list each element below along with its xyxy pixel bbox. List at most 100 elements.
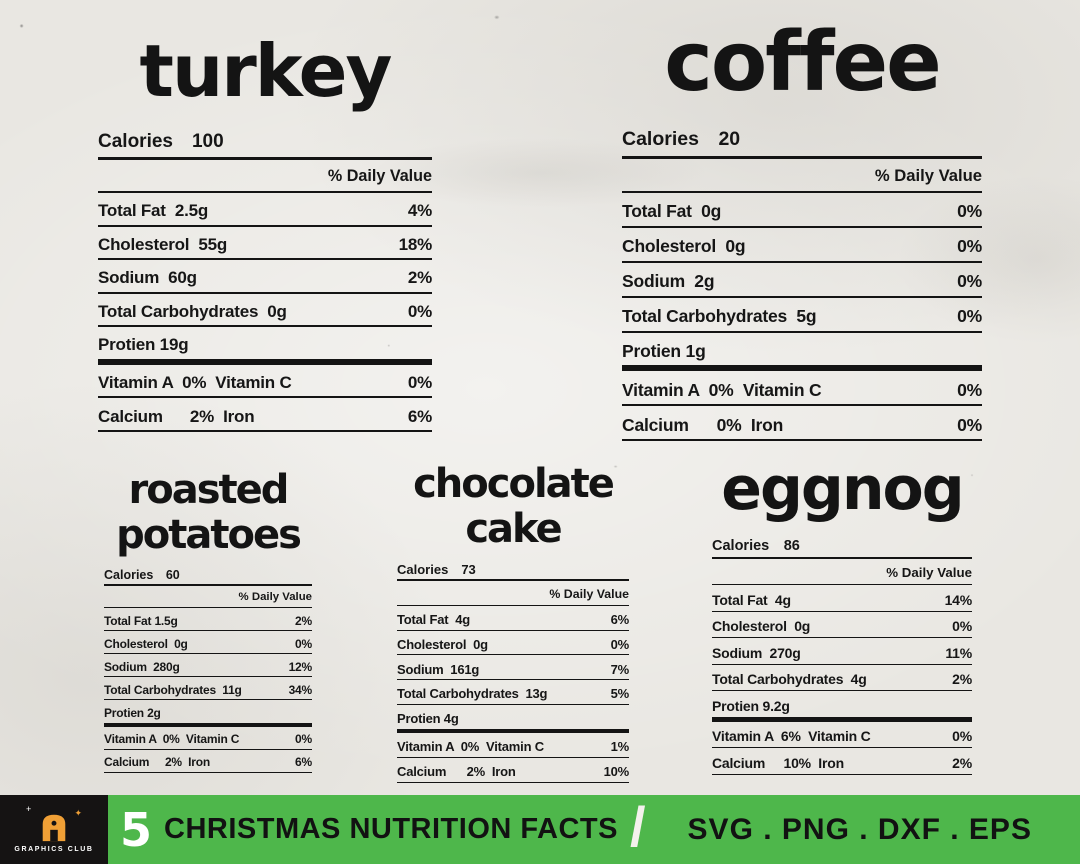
- divider-slash: /: [629, 795, 646, 859]
- nutrient-value: 4%: [407, 201, 432, 221]
- daily-value-header: % Daily Value: [712, 559, 972, 586]
- nutrient-name: Vitamin A 0% Vitamin C: [104, 732, 240, 747]
- nutrient-name: Sodium 280g: [104, 659, 180, 674]
- nutrient-value: 0%: [957, 379, 982, 400]
- nutrient-value: 0%: [295, 732, 312, 747]
- calories-value: 100: [191, 130, 224, 152]
- calories-row: Calories 60: [104, 568, 312, 587]
- file-formats: SVG . PNG . DXF . EPS: [687, 812, 1032, 846]
- nutrition-label: coffee Calories 20 % Daily Value Total F…: [622, 15, 982, 442]
- vitamin-row: Vitamin A 0% Vitamin C 0%: [104, 727, 312, 750]
- nutrient-name: Cholesterol 0g: [622, 236, 746, 257]
- nutrient-name: Calcium 0% Iron: [622, 414, 784, 435]
- nutrient-name: Protien 2g: [104, 706, 161, 721]
- nutrient-row: Total Fat 4g 14%: [712, 585, 972, 612]
- food-title: roasted potatoes: [116, 467, 302, 558]
- calories-label: Calories: [98, 130, 173, 152]
- mineral-row: Calcium 0% Iron 0%: [622, 406, 982, 442]
- nutrient-name: Total Carbohydrates 13g: [397, 686, 548, 702]
- graphics-club-logo: + ✦ GRAPHICS CLUB: [0, 795, 108, 864]
- count-number: 5: [120, 802, 153, 857]
- nutrient-name: Calcium 2% Iron: [98, 406, 255, 426]
- sparkle-icon: +: [26, 803, 32, 814]
- calories-row: Calories 100: [98, 131, 432, 160]
- protein-row: Protien 2g: [104, 700, 312, 727]
- nutrient-name: Vitamin A 6% Vitamin C: [712, 728, 871, 745]
- nutrient-name: Sodium 161g: [397, 661, 480, 677]
- nutrient-row: Sodium 270g 11%: [712, 638, 972, 665]
- nutrient-name: Protien 9.2g: [712, 697, 790, 714]
- nutrient-value: 2%: [407, 268, 432, 288]
- nutrient-row: Total Carbohydrates 0g 0%: [98, 294, 432, 328]
- protein-row: Protien 9.2g: [712, 691, 972, 722]
- nutrient-value: 1%: [610, 739, 630, 755]
- food-title: turkey: [139, 29, 393, 113]
- nutrient-value: 0%: [957, 236, 982, 257]
- nutrient-value: 6%: [407, 406, 432, 426]
- nutrition-label: turkey Calories 100 % Daily Value Total …: [98, 30, 432, 432]
- nutrient-row: Sodium 161g 7%: [397, 655, 629, 681]
- nutrient-name: Vitamin A 0% Vitamin C: [397, 739, 544, 755]
- logo-text: GRAPHICS CLUB: [14, 845, 94, 853]
- nutrient-value: 14%: [944, 591, 973, 608]
- daily-value-header: % Daily Value: [622, 159, 982, 194]
- nutrient-row: Cholesterol 0g 0%: [622, 228, 982, 263]
- vitamin-row: Vitamin A 0% Vitamin C 0%: [98, 365, 432, 399]
- nutrient-row: Sodium 60g 2%: [98, 260, 432, 294]
- calories-label: Calories: [104, 567, 154, 582]
- nutrient-value: 0%: [610, 636, 630, 652]
- nutrient-value: 2%: [295, 613, 312, 628]
- calories-row: Calories 86: [712, 538, 972, 560]
- daily-value-header: % Daily Value: [98, 160, 432, 194]
- nutrient-value: 6%: [295, 755, 312, 770]
- nutrient-name: Cholesterol 55g: [98, 234, 228, 254]
- nutrient-name: Total Carbohydrates 4g: [712, 671, 867, 688]
- protein-row: Protien 19g: [98, 327, 432, 365]
- nutrient-name: Calcium 10% Iron: [712, 754, 844, 771]
- calories-row: Calories 20: [622, 128, 982, 159]
- nutrient-name: Calcium 2% Iron: [397, 763, 516, 779]
- nutrient-name: Sodium 270g: [712, 644, 801, 661]
- calories-label: Calories: [712, 538, 770, 554]
- calories-value: 60: [165, 567, 180, 582]
- protein-row: Protien 1g: [622, 333, 982, 372]
- nutrient-row: Total Fat 1.5g 2%: [104, 608, 312, 632]
- nutrition-label: chocolate cake Calories 73 % Daily Value…: [397, 462, 629, 783]
- calories-row: Calories 73: [397, 562, 629, 582]
- mineral-row: Calcium 2% Iron 6%: [104, 750, 312, 773]
- daily-value-header: % Daily Value: [397, 581, 629, 606]
- nutrient-row: Cholesterol 0g 0%: [712, 612, 972, 639]
- shop-icon: + ✦: [26, 803, 82, 843]
- promo-title: CHRISTMAS NUTRITION FACTS: [164, 813, 618, 845]
- nutrient-row: Total Carbohydrates 13g 5%: [397, 680, 629, 706]
- nutrient-row: Cholesterol 55g 18%: [98, 227, 432, 261]
- nutrient-value: 11%: [945, 644, 972, 661]
- nutrient-name: Protien 1g: [622, 340, 706, 361]
- nutrient-name: Sodium 2g: [622, 271, 715, 292]
- sparkle-icon: ✦: [74, 807, 82, 818]
- mineral-row: Calcium 10% Iron 2%: [712, 748, 972, 775]
- nutrient-row: Total Carbohydrates 5g 0%: [622, 298, 982, 333]
- nutrient-name: Total Fat 2.5g: [98, 201, 209, 221]
- nutrient-value: 0%: [952, 728, 972, 745]
- nutrient-name: Sodium 60g: [98, 268, 197, 288]
- nutrient-name: Total Fat 0g: [622, 201, 722, 222]
- vitamin-row: Vitamin A 0% Vitamin C 1%: [397, 733, 629, 758]
- nutrient-value: 0%: [957, 201, 982, 222]
- protein-row: Protien 4g: [397, 705, 629, 733]
- nutrient-value: 10%: [603, 763, 630, 779]
- footer-banner: + ✦ GRAPHICS CLUB 5 CHRISTMAS NUTRITION …: [0, 795, 1080, 864]
- mineral-row: Calcium 2% Iron 6%: [98, 398, 432, 432]
- nutrient-value: 0%: [957, 306, 982, 327]
- nutrient-name: Protien 4g: [397, 711, 459, 727]
- nutrient-name: Cholesterol 0g: [104, 636, 188, 651]
- nutrient-row: Total Carbohydrates 4g 2%: [712, 665, 972, 692]
- nutrient-name: Cholesterol 0g: [712, 618, 811, 635]
- nutrient-value: 34%: [288, 683, 313, 698]
- nutrient-value: 18%: [398, 234, 433, 254]
- nutrient-value: 0%: [295, 636, 312, 651]
- calories-value: 73: [461, 561, 476, 577]
- vitamin-row: Vitamin A 6% Vitamin C 0%: [712, 722, 972, 749]
- nutrient-value: 0%: [957, 414, 982, 435]
- nutrient-name: Total Carbohydrates 11g: [104, 683, 242, 698]
